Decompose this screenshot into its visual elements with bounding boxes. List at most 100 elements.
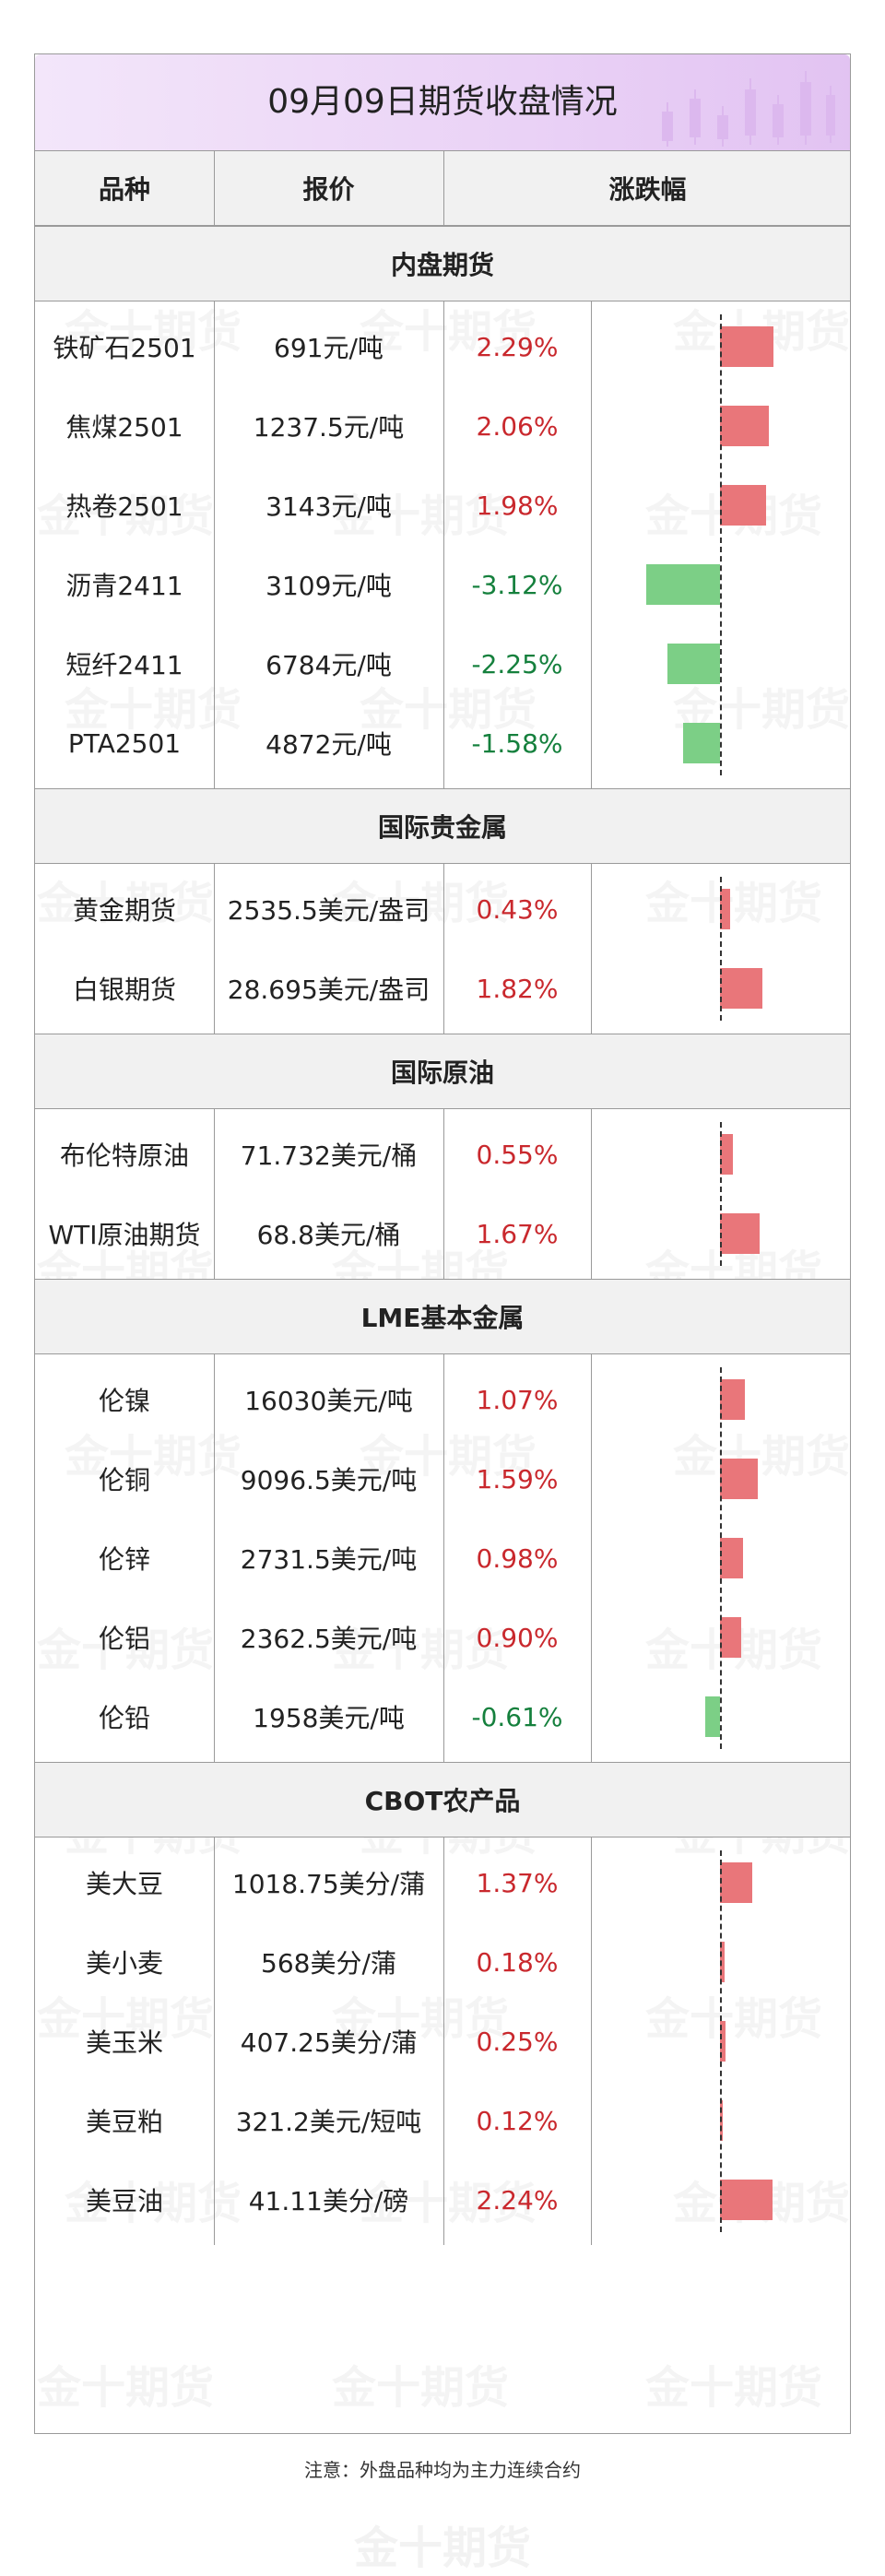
variety-cell: 焦煤2501 xyxy=(65,412,183,443)
section-title: CBOT农产品 xyxy=(364,1786,521,1816)
change-bar-up xyxy=(720,1538,743,1578)
change-bar-up xyxy=(720,2021,726,2062)
price-cell: 9096.5美元/吨 xyxy=(240,1465,418,1495)
price-cell: 41.11美分/磅 xyxy=(248,2186,409,2216)
change-cell: 2.06% xyxy=(476,410,559,442)
page-title: 09月09日期货收盘情况 xyxy=(267,83,618,121)
change-cell: 0.43% xyxy=(476,893,559,925)
price-cell: 1018.75美分/蒲 xyxy=(231,1869,426,1899)
table-row: PTA2501 4872元/吨 -1.58% xyxy=(35,703,850,783)
column-divider xyxy=(443,150,444,226)
change-bar-up xyxy=(720,1862,752,1903)
change-cell: 1.07% xyxy=(476,1384,559,1415)
change-cell: -1.58% xyxy=(471,727,563,759)
change-cell: 1.37% xyxy=(476,1867,559,1898)
column-divider xyxy=(214,864,215,1034)
change-cell: 0.90% xyxy=(476,1622,559,1653)
table-row: 美豆油 41.11美分/磅 2.24% xyxy=(35,2160,850,2239)
table-row: 美大豆 1018.75美分/蒲 1.37% xyxy=(35,1843,850,1922)
change-cell: 2.24% xyxy=(476,2184,559,2216)
price-cell: 407.25美分/蒲 xyxy=(240,2027,418,2058)
table-row: 伦锌 2731.5美元/吨 0.98% xyxy=(35,1518,850,1598)
price-cell: 568美分/蒲 xyxy=(261,1948,396,1979)
price-cell: 3109元/吨 xyxy=(266,571,392,601)
change-bar-up xyxy=(720,2180,773,2220)
change-bar-down xyxy=(705,1696,720,1737)
table-row: 美玉米 407.25美分/蒲 0.25% xyxy=(35,2002,850,2081)
variety-cell: 美玉米 xyxy=(85,2027,163,2058)
variety-cell: 伦铅 xyxy=(98,1703,150,1733)
change-bar-up xyxy=(720,1379,746,1420)
change-cell: 0.12% xyxy=(476,2105,559,2136)
column-divider xyxy=(443,1837,444,2245)
variety-cell: 短纤2411 xyxy=(65,650,183,680)
column-divider xyxy=(443,864,444,1034)
section-header: 国际贵金属 xyxy=(35,788,850,864)
table-row: 伦铝 2362.5美元/吨 0.90% xyxy=(35,1598,850,1677)
table-row: 短纤2411 6784元/吨 -2.25% xyxy=(35,624,850,703)
price-cell: 2362.5美元/吨 xyxy=(240,1624,418,1654)
column-divider xyxy=(591,864,592,1034)
section-title: 内盘期货 xyxy=(390,250,494,280)
zero-axis xyxy=(720,1367,722,1749)
section-header: LME基本金属 xyxy=(35,1279,850,1354)
table-row: 沥青2411 3109元/吨 -3.12% xyxy=(35,545,850,624)
header-change: 涨跌幅 xyxy=(608,174,687,205)
variety-cell: 黄金期货 xyxy=(72,895,176,926)
column-divider xyxy=(591,301,592,788)
table-header: 品种 报价 涨跌幅 xyxy=(35,150,850,226)
change-bar-down xyxy=(646,564,720,605)
zero-axis xyxy=(720,877,722,1021)
variety-cell: 美大豆 xyxy=(85,1869,163,1899)
change-cell: 0.98% xyxy=(476,1542,559,1574)
price-cell: 28.695美元/盎司 xyxy=(227,975,431,1005)
price-cell: 2731.5美元/吨 xyxy=(240,1544,418,1575)
change-cell: 2.29% xyxy=(476,331,559,362)
change-cell: 1.82% xyxy=(476,973,559,1004)
price-cell: 1958美元/吨 xyxy=(253,1703,405,1733)
table-row: 热卷2501 3143元/吨 1.98% xyxy=(35,466,850,545)
change-cell: 1.98% xyxy=(476,490,559,521)
header-variety: 品种 xyxy=(98,174,150,205)
header-price: 报价 xyxy=(302,174,355,205)
zero-axis xyxy=(720,1850,722,2232)
section-title: 国际原油 xyxy=(390,1058,494,1088)
change-bar-up xyxy=(720,485,767,526)
section-title: 国际贵金属 xyxy=(377,812,507,843)
change-cell: 0.18% xyxy=(476,1946,559,1978)
variety-cell: 伦镍 xyxy=(98,1386,150,1416)
column-divider xyxy=(443,301,444,788)
change-cell: -3.12% xyxy=(471,569,563,600)
change-bar-down xyxy=(682,723,720,763)
column-divider xyxy=(214,1109,215,1279)
change-bar-up xyxy=(720,1134,734,1175)
change-bar-down xyxy=(667,644,720,684)
table-row: 黄金期货 2535.5美元/盎司 0.43% xyxy=(35,869,850,949)
variety-cell: 伦铝 xyxy=(98,1624,150,1654)
change-cell: 1.59% xyxy=(476,1463,559,1495)
table-row: 布伦特原油 71.732美元/桶 0.55% xyxy=(35,1115,850,1194)
variety-cell: PTA2501 xyxy=(67,727,182,759)
change-cell: -2.25% xyxy=(471,648,563,679)
section-header: 国际原油 xyxy=(35,1034,850,1109)
variety-cell: 沥青2411 xyxy=(65,571,183,601)
table-row: 伦镍 16030美元/吨 1.07% xyxy=(35,1360,850,1439)
column-divider xyxy=(214,1354,215,1762)
variety-cell: 白银期货 xyxy=(72,975,176,1005)
price-cell: 321.2美元/短吨 xyxy=(235,2107,422,2137)
change-bar-up xyxy=(720,1942,725,1982)
zero-axis xyxy=(720,314,722,775)
table-row: 美豆粕 321.2美元/短吨 0.12% xyxy=(35,2081,850,2160)
section-header: CBOT农产品 xyxy=(35,1762,850,1837)
section-title: LME基本金属 xyxy=(360,1303,525,1333)
futures-table-card: 09月09日期货收盘情况 品种 报价 涨跌幅 内盘期货 铁矿石2501 691元/吨… xyxy=(34,53,851,2434)
candlestick-decoration-icon xyxy=(662,71,835,147)
column-divider xyxy=(443,1109,444,1279)
change-bar-up xyxy=(720,1213,760,1254)
column-divider xyxy=(443,1354,444,1762)
change-cell: 0.55% xyxy=(476,1139,559,1170)
price-cell: 691元/吨 xyxy=(274,333,384,363)
change-bar-up xyxy=(720,968,763,1009)
column-divider xyxy=(591,1837,592,2245)
variety-cell: WTI原油期货 xyxy=(48,1220,201,1250)
